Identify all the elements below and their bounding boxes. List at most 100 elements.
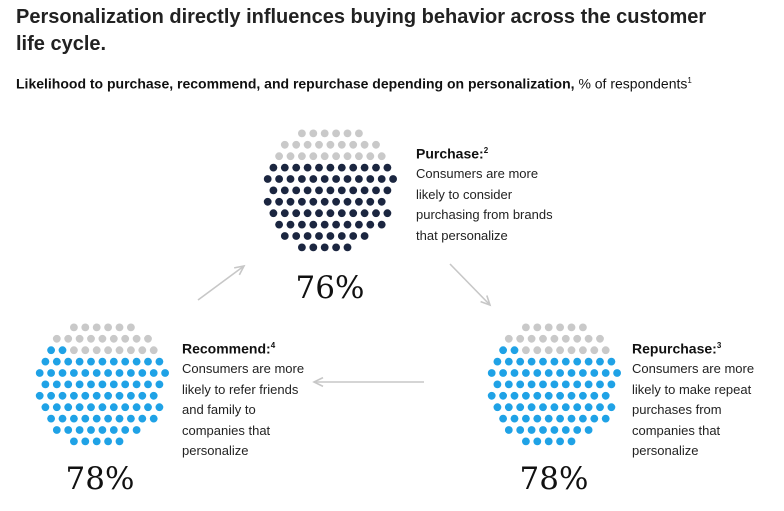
recommend-dot-empty: [64, 334, 73, 343]
repurchase-dot-empty: [584, 334, 593, 343]
repurchase-dot-filled: [607, 357, 616, 366]
purchase-dot-filled: [292, 186, 301, 195]
repurchase-dot-filled: [550, 380, 559, 389]
purchase-dot-filled: [355, 175, 363, 183]
repurchase-dot-filled: [613, 369, 621, 377]
purchase-dot-filled: [337, 209, 346, 218]
purchase-dot-empty: [298, 152, 306, 161]
purchase-dot-filled: [309, 197, 318, 206]
purchase-dot-circle: [263, 129, 397, 252]
purchase-dot-filled: [292, 209, 301, 218]
purchase-dot-filled: [326, 163, 335, 172]
arrow-head: [312, 376, 324, 388]
description-line: companies that: [182, 422, 271, 438]
purchase-dot-empty: [292, 140, 301, 149]
purchase-dot-empty: [280, 140, 289, 149]
recommend-dot-filled: [92, 369, 101, 377]
purchase-dot-filled: [366, 197, 375, 206]
repurchase-dot-filled: [504, 357, 513, 366]
recommend-dot-filled: [98, 357, 107, 366]
recommend-dot-filled: [75, 357, 84, 366]
repurchase-dot-filled: [499, 391, 507, 400]
recommend-dot-filled: [132, 357, 141, 366]
description-line: Consumers are more: [182, 361, 305, 377]
purchase-dot-empty: [332, 152, 340, 161]
recommend-dot-filled: [121, 380, 130, 389]
repurchase-dot-filled: [510, 369, 519, 377]
recommend-dot-filled: [115, 414, 124, 423]
purchase-dot-filled: [315, 232, 323, 240]
description-line: purchasing from brands: [416, 207, 553, 223]
recommend-dot-filled: [81, 437, 90, 446]
purchase-dot-filled: [332, 197, 340, 206]
purchase-dot-filled: [326, 186, 335, 195]
purchase-dot-filled: [360, 232, 369, 240]
purchase-dot-empty: [355, 129, 363, 138]
recommend-dot-filled: [47, 369, 55, 377]
arrow-repurchase-to-recommend: [312, 376, 424, 388]
repurchase-dot-filled: [493, 357, 502, 366]
purchase-dot-filled: [269, 209, 278, 218]
recommend-dot-filled: [52, 357, 61, 366]
purchase-dot-filled: [309, 175, 318, 183]
purchase-dot-filled: [298, 243, 306, 252]
repurchase-dot-filled: [493, 403, 502, 412]
repurchase-dot-filled: [499, 414, 507, 423]
repurchase-dot-filled: [550, 426, 559, 434]
recommend-dot-filled: [98, 403, 107, 412]
purchase-dot-filled: [349, 163, 358, 172]
purchase-dot-filled: [377, 197, 386, 206]
recommend-dot-filled: [64, 403, 73, 412]
repurchase-dot-filled: [516, 357, 525, 366]
recommend-dot-empty: [92, 346, 101, 355]
purchase-dot-filled: [309, 220, 318, 229]
recommend-dot-filled: [75, 380, 84, 389]
recommend-dot-filled: [115, 369, 124, 377]
purchase-dot-filled: [280, 209, 289, 218]
repurchase-dot-filled: [539, 426, 547, 434]
repurchase-dot-empty: [522, 346, 530, 355]
repurchase-dot-filled: [516, 403, 525, 412]
recommend-dot-empty: [81, 323, 90, 332]
recommend-dot-filled: [70, 437, 78, 446]
purchase-dot-empty: [275, 152, 283, 161]
repurchase-dot-filled: [533, 437, 542, 446]
recommend-dot-filled: [155, 380, 164, 389]
repurchase-dot-filled: [539, 380, 547, 389]
repurchase-dot-filled: [533, 391, 542, 400]
purchase-dot-empty: [303, 140, 312, 149]
recommend-dot-filled: [92, 391, 101, 400]
repurchase-dot-filled: [584, 357, 593, 366]
recommend-dot-filled: [126, 369, 135, 377]
recommend-dot-filled: [104, 437, 112, 446]
purchase-dot-filled: [349, 209, 358, 218]
recommend-dot-filled: [58, 414, 67, 423]
repurchase-dot-filled: [596, 380, 604, 389]
repurchase-dot-filled: [522, 391, 530, 400]
recommend-dot-filled: [70, 369, 78, 377]
repurchase-dot-filled: [579, 369, 587, 377]
recommend-dot-empty: [104, 346, 112, 355]
repurchase-dot-empty: [544, 323, 553, 332]
repurchase-dot-filled: [527, 380, 536, 389]
description-line: Consumers are more: [632, 361, 755, 377]
recommend-dot-empty: [126, 346, 135, 355]
purchase-dot-filled: [275, 175, 283, 183]
recommend-dot-filled: [70, 391, 78, 400]
purchase-dot-filled: [303, 186, 312, 195]
repurchase-dot-empty: [550, 334, 559, 343]
recommend-dot-filled: [64, 380, 73, 389]
repurchase-dot-filled: [544, 414, 553, 423]
recommend-dot-filled: [126, 391, 135, 400]
recommend-dot-filled: [138, 391, 147, 400]
purchase-dot-filled: [383, 186, 392, 195]
description-line: purchases from: [632, 402, 722, 418]
description-line: likely to make repeat: [632, 381, 752, 397]
purchase-dot-filled: [263, 197, 272, 206]
purchase-dot-filled: [355, 220, 363, 229]
recommend-dot-filled: [47, 414, 55, 423]
recommend-dot-filled: [41, 380, 50, 389]
repurchase-dot-empty: [579, 346, 587, 355]
repurchase-dot-filled: [510, 414, 519, 423]
repurchase-dot-filled: [561, 380, 570, 389]
